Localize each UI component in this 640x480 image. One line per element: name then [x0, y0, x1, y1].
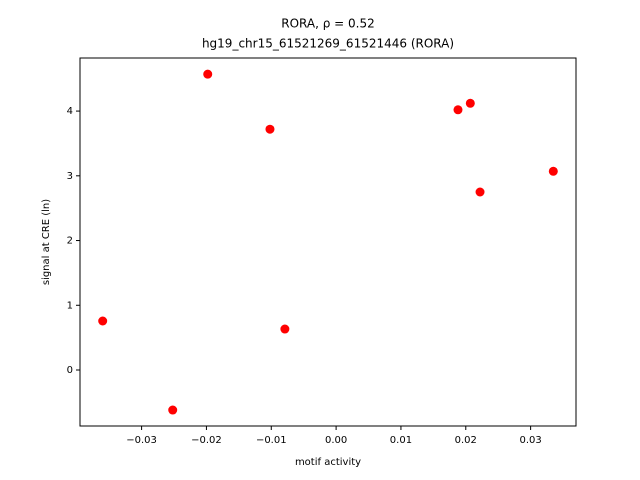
- axes-frame: [79, 57, 577, 427]
- chart-title: RORA, ρ = 0.52: [281, 17, 375, 31]
- data-point: [203, 69, 213, 79]
- data-point: [465, 98, 475, 108]
- y-tick-label: 0: [67, 365, 73, 376]
- y-tick-label: 2: [67, 236, 73, 247]
- x-tick-label: −0.01: [256, 435, 287, 446]
- data-point: [548, 166, 558, 176]
- x-tick-label: 0.03: [519, 435, 541, 446]
- data-point: [475, 187, 485, 197]
- x-tick-label: −0.03: [126, 435, 157, 446]
- data-point: [265, 124, 275, 134]
- y-tick-label: 3: [67, 171, 73, 182]
- y-axis-label: signal at CRE (ln): [41, 199, 52, 285]
- data-point: [453, 105, 463, 115]
- data-point: [98, 316, 108, 326]
- data-point: [280, 324, 290, 334]
- x-tick-label: 0.00: [325, 435, 347, 446]
- y-tick-label: 1: [67, 300, 73, 311]
- x-tick-label: 0.01: [390, 435, 412, 446]
- y-tick-label: 4: [67, 106, 73, 117]
- x-tick-label: −0.02: [191, 435, 222, 446]
- x-tick-label: 0.02: [455, 435, 477, 446]
- x-axis-label: motif activity: [295, 457, 361, 468]
- data-point: [168, 405, 178, 415]
- chart-subtitle: hg19_chr15_61521269_61521446 (RORA): [202, 37, 454, 51]
